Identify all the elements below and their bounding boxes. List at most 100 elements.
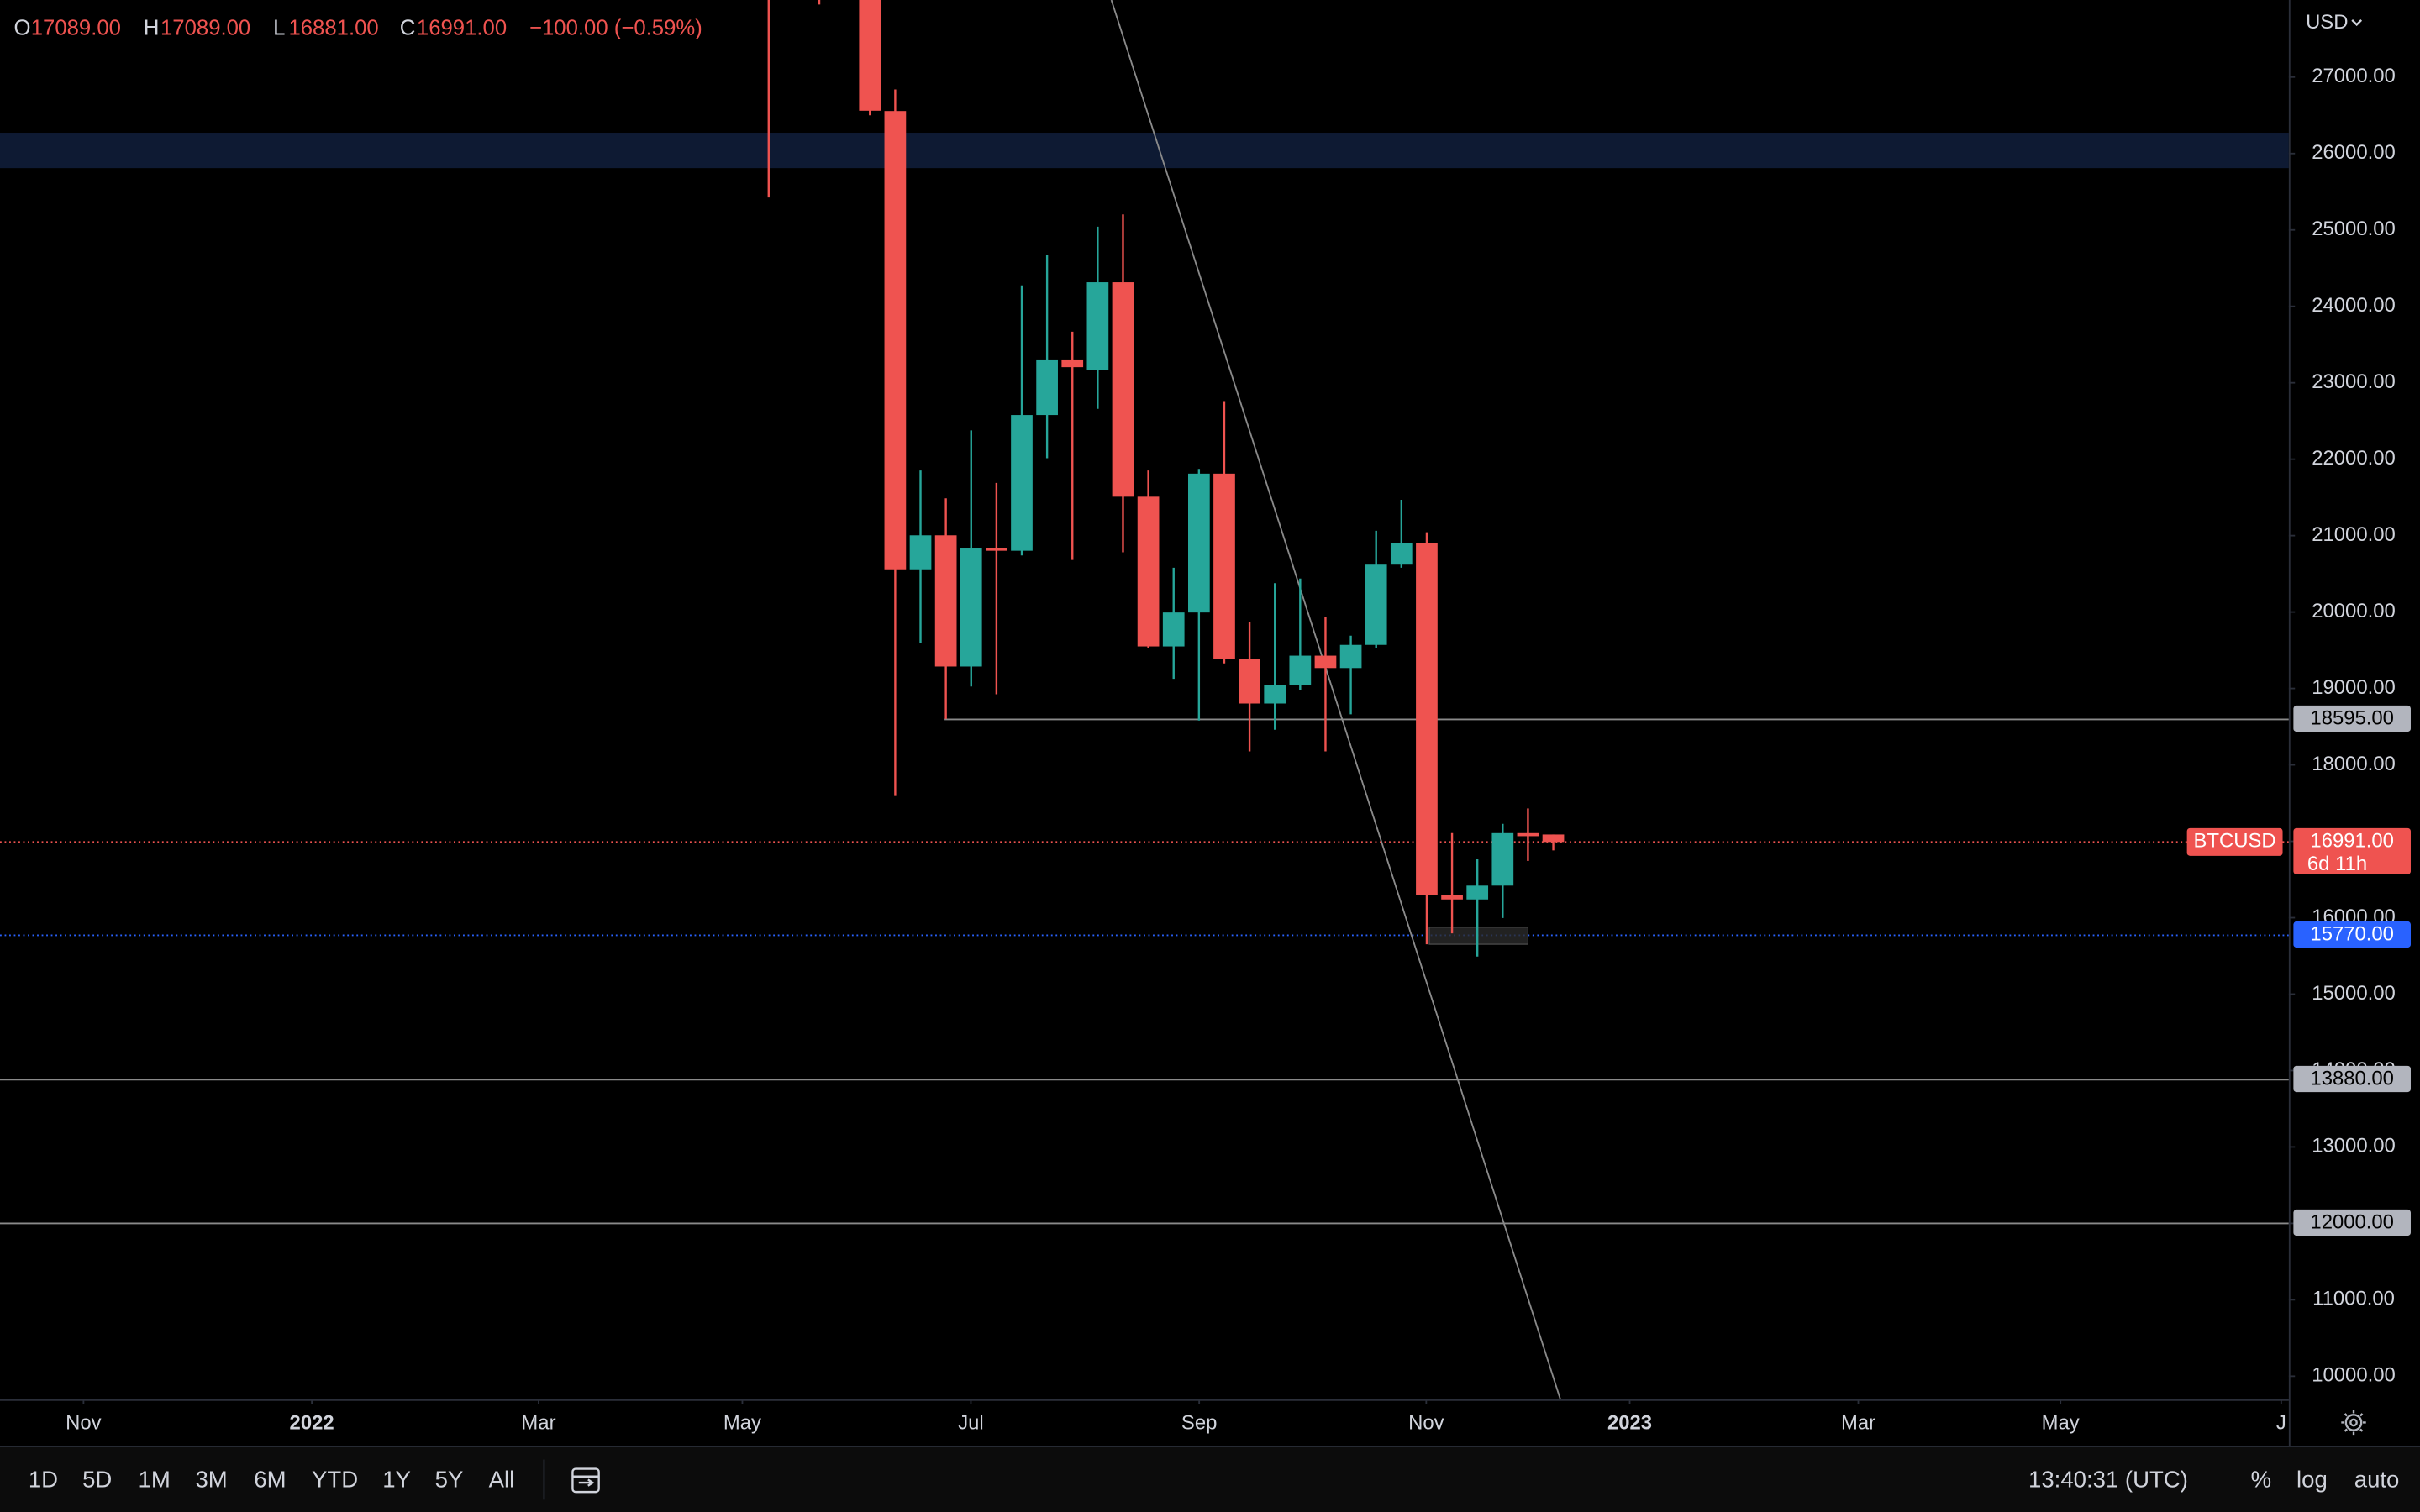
y-tick-label: 21000.00 (2312, 523, 2396, 546)
y-tick-label: 10000.00 (2312, 1364, 2396, 1387)
range-button[interactable]: 6M (254, 1467, 286, 1493)
y-tick-label: 24000.00 (2312, 294, 2396, 317)
candle-body (859, 0, 881, 111)
x-tick-label: Sep (1181, 1412, 1217, 1435)
x-tick-label: 2022 (290, 1412, 334, 1435)
candle-body (1517, 832, 1539, 837)
level-label: 12000.00 (2310, 1211, 2394, 1234)
symbol-tag-bg (2186, 827, 2283, 856)
candle-body (1213, 473, 1235, 659)
range-box (1428, 927, 1528, 945)
level-label-bg (2293, 1065, 2411, 1093)
range-button[interactable]: 1D (29, 1467, 58, 1493)
gear-center (2349, 1418, 2358, 1427)
candle-body (1137, 496, 1160, 647)
change-value: −100.00 (−0.59%) (529, 17, 702, 40)
candle-body (1061, 359, 1084, 368)
x-tick-label: 2023 (1607, 1412, 1652, 1435)
plot-area (0, 0, 2289, 1399)
range-button[interactable]: YTD (312, 1467, 358, 1493)
range-button[interactable]: 5Y (435, 1467, 464, 1493)
candle-body (934, 535, 957, 667)
candle-body (1365, 564, 1387, 645)
candle-body (1289, 655, 1312, 685)
percent-toggle[interactable]: % (2251, 1467, 2272, 1493)
candle-body (1264, 685, 1286, 704)
level-label-bg (2293, 705, 2411, 732)
candle-body (1339, 644, 1362, 669)
icon-frame (571, 1467, 600, 1494)
gear-ring (2344, 1414, 2363, 1431)
clock: 13:40:31 (UTC) (2028, 1467, 2188, 1493)
candle-body (1491, 832, 1514, 886)
candle-body (1011, 415, 1033, 551)
candle-body (1314, 655, 1337, 669)
date-range-icon[interactable] (571, 1467, 600, 1494)
y-tick-label: 25000.00 (2312, 218, 2396, 240)
range-button[interactable]: 3M (195, 1467, 227, 1493)
zone (0, 133, 2289, 169)
x-tick-label: J (2276, 1412, 2286, 1435)
candle-body (1441, 895, 1463, 900)
open-key: O (14, 17, 31, 40)
open-value: 17089.00 (31, 17, 121, 40)
candle-body (1542, 834, 1565, 843)
settings-icon[interactable] (2341, 1410, 2366, 1436)
range-button[interactable]: 5D (82, 1467, 112, 1493)
candle-body (1239, 659, 1260, 704)
y-tick-label: 18000.00 (2312, 753, 2396, 775)
x-tick-label: Mar (1841, 1412, 1876, 1435)
candle-body (1416, 543, 1438, 895)
toolbar: 1D 5D 1M 3M 6M YTD 1Y 5Y All 13:40:31 (UTC) % lo… (0, 1446, 2420, 1512)
y-tick-label: 15000.00 (2312, 982, 2396, 1005)
close-key: C (400, 17, 416, 40)
currency[interactable]: USD (2306, 11, 2348, 34)
range-button[interactable]: 1Y (382, 1467, 411, 1493)
y-tick-label: 11000.00 (2312, 1288, 2395, 1310)
x-tick-label: Nov (66, 1412, 101, 1435)
log-toggle[interactable]: log (2296, 1467, 2328, 1493)
candle-body (1112, 282, 1134, 497)
countdown: 6d 11h (2307, 853, 2367, 875)
axes: 10000.0011000.0012000.0013000.0014000.00… (66, 65, 2411, 1435)
y-tick-label: 20000.00 (2312, 600, 2396, 622)
x-tick-label: Nov (1408, 1412, 1444, 1435)
y-tick-label: 13000.00 (2312, 1135, 2396, 1158)
candle-body (909, 535, 932, 570)
auto-toggle[interactable]: auto (2354, 1467, 2400, 1493)
high-key: H (144, 17, 160, 40)
level-label: 13880.00 (2310, 1068, 2394, 1090)
y-tick-label: 27000.00 (2312, 65, 2396, 87)
level-label: 16991.00 (2310, 830, 2394, 853)
low-key: L (273, 17, 285, 40)
level-label-bg (2293, 921, 2411, 948)
range-button[interactable]: 1M (139, 1467, 171, 1493)
y-tick-label: 23000.00 (2312, 370, 2396, 393)
candle-body (884, 111, 907, 570)
x-tick-label: Jul (958, 1412, 983, 1435)
range-button[interactable]: All (489, 1467, 515, 1493)
candle-body (1086, 282, 1109, 370)
close-value: 16991.00 (417, 17, 507, 40)
currency-caret (2351, 19, 2363, 27)
toolbar-background (0, 1446, 2420, 1512)
y-tick-label: 19000.00 (2312, 676, 2396, 699)
symbol-tag: BTCUSD (2194, 830, 2276, 853)
candle-body (960, 548, 982, 667)
candle-body (1036, 359, 1058, 416)
candle-body (1390, 543, 1413, 565)
y-tick-label: 26000.00 (2312, 141, 2396, 164)
header: O 17089.00 H 17089.00 L 16881.00 C 16991… (14, 17, 702, 40)
level-label-bg (2293, 1209, 2411, 1236)
high-value: 17089.00 (160, 17, 250, 40)
x-tick-label: Mar (521, 1412, 555, 1435)
trendline (1110, 0, 1561, 1399)
level-label-bg (2293, 827, 2411, 874)
gear-teeth (2341, 1410, 2366, 1436)
candle-body (986, 548, 1007, 551)
candle-body (1466, 885, 1489, 900)
level-label: 18595.00 (2310, 707, 2394, 730)
